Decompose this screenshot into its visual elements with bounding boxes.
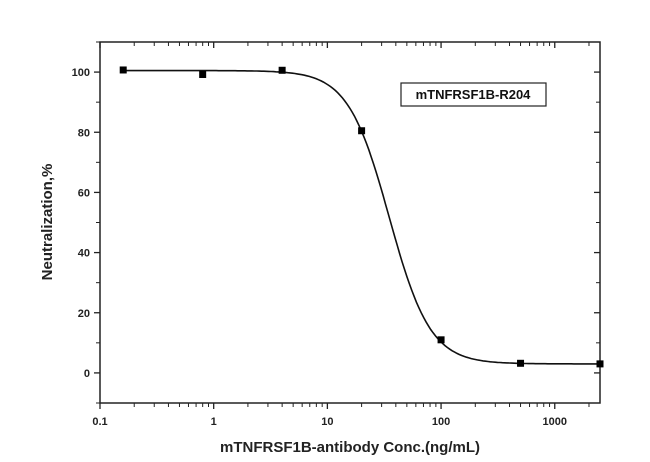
y-tick-label: 100 bbox=[72, 67, 90, 79]
data-point bbox=[596, 360, 604, 368]
y-tick-label: 40 bbox=[78, 248, 90, 260]
y-tick-label: 0 bbox=[84, 368, 90, 380]
y-tick-label: 20 bbox=[78, 308, 90, 320]
x-tick-label: 10 bbox=[321, 416, 333, 428]
legend-label: mTNFRSF1B-R204 bbox=[416, 87, 532, 102]
x-tick-label: 100 bbox=[432, 416, 450, 428]
data-point bbox=[358, 127, 366, 135]
y-tick-label: 60 bbox=[78, 187, 90, 199]
data-point bbox=[199, 70, 207, 78]
data-point bbox=[278, 66, 286, 74]
x-tick-label: 1 bbox=[211, 416, 217, 428]
x-tick-label: 1000 bbox=[543, 416, 567, 428]
x-tick-label: 0.1 bbox=[92, 416, 107, 428]
legend: mTNFRSF1B-R204 bbox=[400, 82, 547, 107]
y-tick-label: 80 bbox=[78, 127, 90, 139]
data-point bbox=[119, 66, 127, 74]
x-axis-label: mTNFRSF1B-antibody Conc.(ng/mL) bbox=[220, 439, 480, 456]
y-axis-label: Neutralization,% bbox=[39, 164, 56, 281]
fit-curve bbox=[123, 69, 600, 365]
legend-box bbox=[400, 82, 547, 107]
data-point bbox=[517, 359, 525, 367]
data-point bbox=[437, 336, 445, 344]
